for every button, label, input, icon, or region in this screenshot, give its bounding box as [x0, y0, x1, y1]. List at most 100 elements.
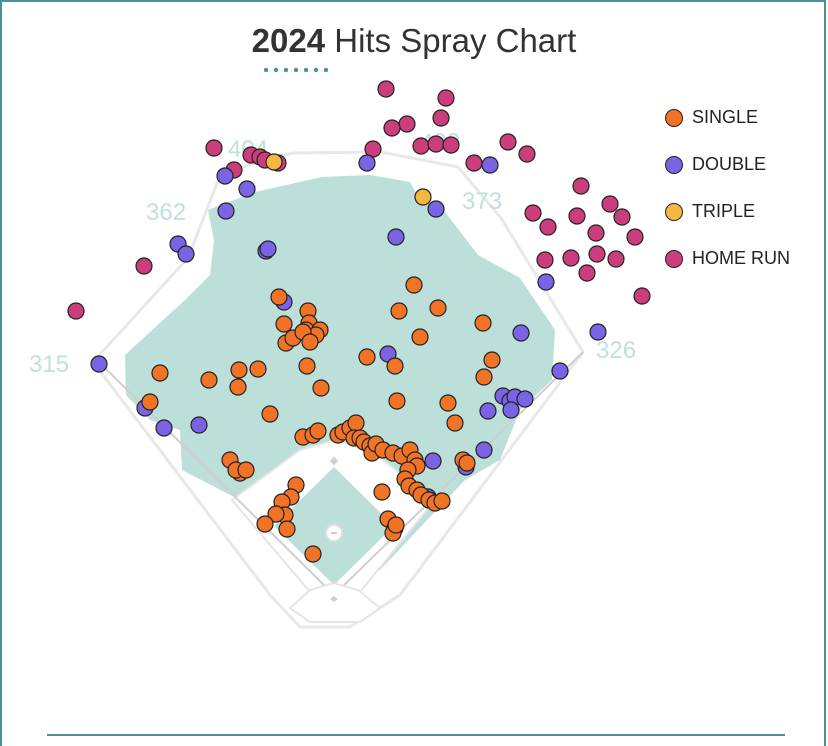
hit-marker-home-run[interactable] — [205, 139, 223, 157]
hit-marker-home-run[interactable] — [432, 109, 450, 127]
hit-marker-double[interactable] — [190, 416, 208, 434]
hit-marker-home-run[interactable] — [568, 207, 586, 225]
hit-marker-home-run[interactable] — [626, 228, 644, 246]
hit-marker-double[interactable] — [589, 323, 607, 341]
left-foul-line — [98, 361, 335, 596]
hit-marker-single[interactable] — [347, 414, 365, 432]
hit-marker-double[interactable] — [551, 362, 569, 380]
hit-marker-home-run[interactable] — [536, 251, 554, 269]
legend-item-double[interactable]: DOUBLE — [665, 141, 790, 188]
hit-marker-triple[interactable] — [414, 188, 432, 206]
legend-item-home-run[interactable]: HOME RUN — [665, 235, 790, 282]
hit-marker-double[interactable] — [424, 452, 442, 470]
hit-marker-double[interactable] — [358, 154, 376, 172]
hit-marker-single[interactable] — [256, 515, 274, 533]
hit-marker-home-run[interactable] — [613, 208, 631, 226]
legend-label-home-run: HOME RUN — [692, 248, 790, 268]
hit-marker-home-run[interactable] — [437, 89, 455, 107]
hit-marker-home-run[interactable] — [572, 177, 590, 195]
hit-marker-home-run[interactable] — [607, 250, 625, 268]
hit-marker-single[interactable] — [474, 314, 492, 332]
hit-marker-single[interactable] — [388, 392, 406, 410]
hit-marker-home-run[interactable] — [588, 245, 606, 263]
legend-item-single[interactable]: SINGLE — [665, 94, 790, 141]
hit-marker-double[interactable] — [512, 324, 530, 342]
right-foul-line — [333, 351, 584, 596]
hit-marker-double[interactable] — [481, 156, 499, 174]
hit-marker-home-run[interactable] — [539, 218, 557, 236]
hit-marker-home-run[interactable] — [562, 249, 580, 267]
hit-marker-single[interactable] — [151, 364, 169, 382]
hit-marker-home-run[interactable] — [398, 115, 416, 133]
legend-marker-single — [665, 108, 683, 127]
legend-marker-triple — [665, 202, 683, 221]
hit-marker-single[interactable] — [301, 333, 319, 351]
hit-marker-single[interactable] — [483, 351, 501, 369]
legend-marker-home-run — [665, 249, 683, 268]
hit-marker-single[interactable] — [373, 483, 391, 501]
hit-marker-single[interactable] — [249, 360, 267, 378]
dist-left-center: 362 — [146, 199, 186, 226]
hit-marker-double[interactable] — [516, 390, 534, 408]
hit-marker-home-run[interactable] — [135, 257, 153, 275]
hit-marker-double[interactable] — [475, 441, 493, 459]
hit-marker-single[interactable] — [386, 357, 404, 375]
hit-marker-single[interactable] — [390, 302, 408, 320]
hit-marker-single[interactable] — [237, 461, 255, 479]
hit-marker-home-run[interactable] — [412, 137, 430, 155]
hit-marker-home-run[interactable] — [465, 154, 483, 172]
hit-marker-double[interactable] — [479, 402, 497, 420]
hit-marker-single[interactable] — [261, 405, 279, 423]
legend-marker-double — [665, 155, 683, 174]
hit-marker-single[interactable] — [429, 299, 447, 317]
hit-marker-single[interactable] — [411, 328, 429, 346]
hit-marker-double[interactable] — [502, 401, 520, 419]
hit-marker-double[interactable] — [216, 167, 234, 185]
hit-marker-home-run[interactable] — [67, 302, 85, 320]
hit-marker-single[interactable] — [475, 368, 493, 386]
hit-marker-single[interactable] — [387, 516, 405, 534]
hit-marker-single[interactable] — [458, 454, 476, 472]
hit-marker-home-run[interactable] — [427, 135, 445, 153]
hit-marker-single[interactable] — [312, 379, 330, 397]
hit-marker-double[interactable] — [217, 202, 235, 220]
hit-marker-single[interactable] — [229, 378, 247, 396]
hit-marker-double[interactable] — [537, 273, 555, 291]
legend-item-triple[interactable]: TRIPLE — [665, 188, 790, 235]
hit-marker-single[interactable] — [433, 492, 451, 510]
hit-marker-single[interactable] — [230, 361, 248, 379]
hit-marker-home-run[interactable] — [524, 204, 542, 222]
hit-marker-single[interactable] — [405, 276, 423, 294]
hit-marker-double[interactable] — [90, 355, 108, 373]
hit-marker-single[interactable] — [200, 371, 218, 389]
hit-marker-double[interactable] — [238, 180, 256, 198]
hit-marker-single[interactable] — [267, 505, 285, 523]
hit-marker-home-run[interactable] — [377, 80, 395, 98]
hit-marker-single[interactable] — [439, 394, 457, 412]
hit-marker-single[interactable] — [298, 357, 316, 375]
hit-marker-double[interactable] — [259, 240, 277, 258]
hit-marker-double[interactable] — [177, 245, 195, 263]
hit-marker-home-run[interactable] — [518, 145, 536, 163]
hit-marker-single[interactable] — [309, 422, 327, 440]
hit-marker-single[interactable] — [304, 545, 322, 563]
hit-marker-double[interactable] — [387, 228, 405, 246]
hit-marker-single[interactable] — [275, 315, 293, 333]
hit-marker-single[interactable] — [270, 288, 288, 306]
hit-marker-triple[interactable] — [265, 153, 283, 171]
hit-marker-home-run[interactable] — [601, 195, 619, 213]
hit-marker-single[interactable] — [358, 348, 376, 366]
bottom-rule — [47, 734, 785, 736]
hit-marker-double[interactable] — [427, 200, 445, 218]
hit-marker-single[interactable] — [446, 414, 464, 432]
hit-marker-home-run[interactable] — [633, 287, 651, 305]
hit-marker-home-run[interactable] — [587, 224, 605, 242]
hit-marker-home-run[interactable] — [499, 133, 517, 151]
hit-marker-single[interactable] — [278, 520, 296, 538]
hit-marker-home-run[interactable] — [383, 119, 401, 137]
hit-marker-home-run[interactable] — [442, 136, 460, 154]
hit-marker-home-run[interactable] — [578, 264, 596, 282]
hit-marker-single[interactable] — [141, 393, 159, 411]
hit-marker-double[interactable] — [155, 419, 173, 437]
